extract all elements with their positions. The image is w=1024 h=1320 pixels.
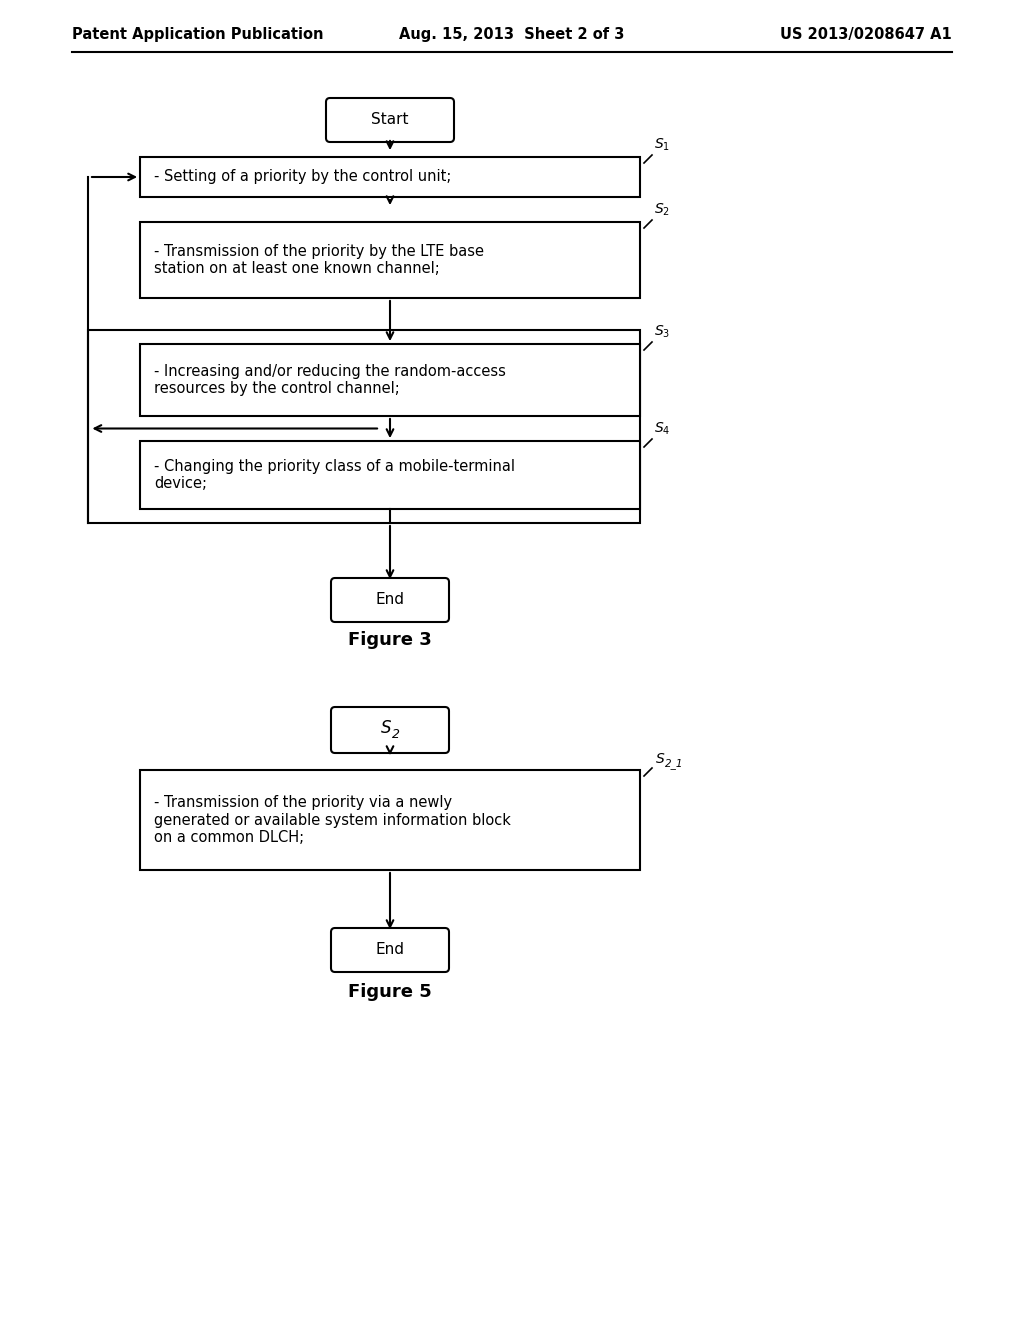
Text: Figure 5: Figure 5	[348, 983, 432, 1001]
Text: $S_2$: $S_2$	[654, 202, 670, 218]
FancyBboxPatch shape	[331, 578, 449, 622]
Text: - Transmission of the priority via a newly
generated or available system informa: - Transmission of the priority via a new…	[154, 795, 511, 845]
Text: S: S	[381, 719, 391, 737]
Text: 2: 2	[392, 727, 400, 741]
Text: Start: Start	[372, 112, 409, 128]
Bar	[140, 345, 640, 416]
FancyBboxPatch shape	[326, 98, 454, 143]
Text: Figure 3: Figure 3	[348, 631, 432, 649]
Text: $S_3$: $S_3$	[654, 323, 670, 341]
Text: End: End	[376, 942, 404, 957]
Bar	[140, 222, 640, 298]
Bar	[88, 330, 640, 523]
FancyBboxPatch shape	[331, 708, 449, 752]
Text: - Transmission of the priority by the LTE base
station on at least one known cha: - Transmission of the priority by the LT…	[154, 244, 484, 276]
FancyBboxPatch shape	[331, 928, 449, 972]
Text: S: S	[656, 752, 665, 766]
Text: 2_1: 2_1	[665, 758, 683, 770]
Text: - Setting of a priority by the control unit;: - Setting of a priority by the control u…	[154, 169, 452, 185]
Text: End: End	[376, 593, 404, 607]
Text: $S_1$: $S_1$	[654, 136, 670, 153]
Bar	[140, 157, 640, 197]
Bar	[140, 770, 640, 870]
Text: - Changing the priority class of a mobile-terminal
device;: - Changing the priority class of a mobil…	[154, 459, 515, 491]
Text: Aug. 15, 2013  Sheet 2 of 3: Aug. 15, 2013 Sheet 2 of 3	[399, 28, 625, 42]
Text: Patent Application Publication: Patent Application Publication	[72, 28, 324, 42]
Text: $S_4$: $S_4$	[654, 421, 671, 437]
Bar	[140, 441, 640, 510]
Text: US 2013/0208647 A1: US 2013/0208647 A1	[780, 28, 952, 42]
Text: - Increasing and/or reducing the random-access
resources by the control channel;: - Increasing and/or reducing the random-…	[154, 364, 506, 396]
